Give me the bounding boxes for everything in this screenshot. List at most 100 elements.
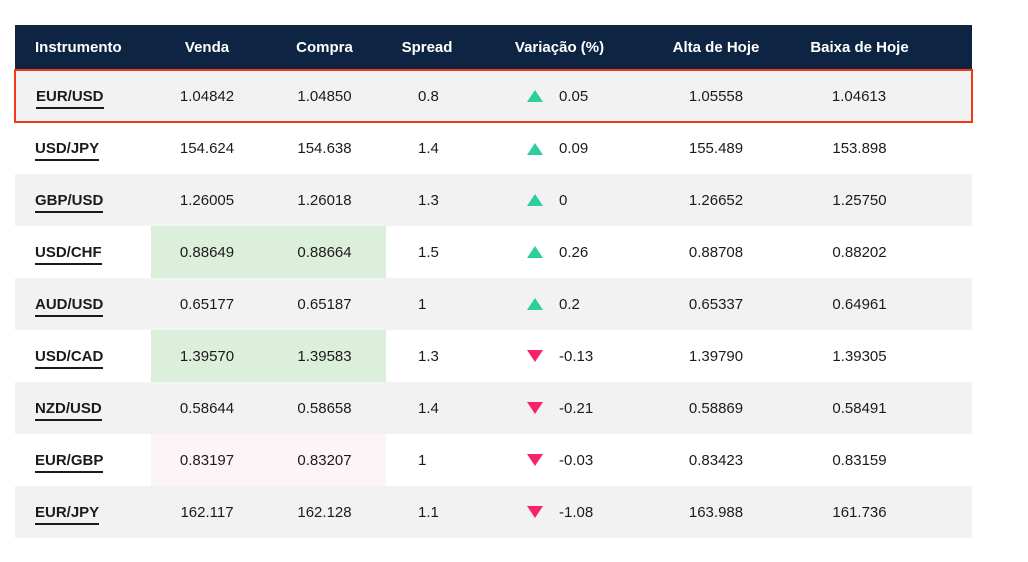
instrument-link[interactable]: EUR/JPY: [35, 503, 100, 525]
column-header-baixa-de-hoje: Baixa de Hoje: [781, 25, 972, 70]
venda-cell: 162.117: [180, 503, 234, 521]
change-indicator: 0.09: [527, 140, 651, 157]
variacao-cell: 0.09: [468, 122, 651, 174]
alta-cell: 0.65337: [688, 295, 744, 313]
column-header-compra: Compra: [263, 25, 386, 70]
quotes-table-body: EUR/USD 1.04842 1.04850 0.8 0.05 1.05558 1.046…: [14, 69, 973, 538]
up-triangle-icon: [527, 194, 543, 206]
variacao-value: 0.05: [559, 87, 589, 105]
baixa-cell: 161.736: [832, 503, 887, 521]
venda-cell: 0.88649: [151, 226, 263, 278]
table-row[interactable]: EUR/JPY 162.117 162.128 1.1 -1.08 163.988 161.…: [15, 486, 972, 538]
baixa-cell: 0.83159: [832, 451, 887, 469]
instrument-cell: EUR/GBP: [15, 434, 151, 486]
variacao-value: -0.13: [559, 347, 594, 365]
quotes-table: Instrumento Venda Compra Spread Variação…: [14, 25, 973, 538]
spread-cell: 1.3: [418, 191, 439, 209]
spread-cell: 1.4: [418, 399, 439, 417]
venda-cell: 0.83197: [151, 434, 263, 486]
up-triangle-icon: [527, 298, 543, 310]
venda-cell: 1.26005: [179, 191, 235, 209]
change-indicator: -1.08: [527, 504, 651, 521]
compra-cell: 162.128: [297, 503, 352, 521]
compra-cell: 0.83207: [263, 434, 386, 486]
venda-cell: 1.39570: [151, 330, 263, 382]
baixa-cell: 0.88202: [832, 243, 887, 261]
spread-cell: 1: [418, 295, 427, 313]
alta-cell: 163.988: [688, 503, 744, 521]
spread-cell: 1.5: [418, 243, 439, 261]
alta-cell: 1.26652: [688, 191, 744, 209]
instrument-link[interactable]: EUR/GBP: [35, 451, 104, 473]
compra-cell: 1.39583: [263, 330, 386, 382]
table-row[interactable]: NZD/USD 0.58644 0.58658 1.4 -0.21 0.58869 0.58…: [15, 382, 972, 434]
instrument-link[interactable]: EUR/USD: [36, 87, 104, 109]
down-triangle-icon: [527, 402, 543, 414]
baixa-cell: 1.39305: [832, 347, 887, 365]
compra-cell: 0.88664: [263, 226, 386, 278]
baixa-cell: 1.04613: [781, 69, 973, 123]
baixa-cell: 0.58491: [832, 399, 887, 417]
variacao-cell: 0: [468, 174, 651, 226]
alta-cell: 0.83423: [688, 451, 744, 469]
alta-cell: 1.05558: [651, 69, 781, 123]
table-row[interactable]: AUD/USD 0.65177 0.65187 1 0.2 0.65337 0.64961: [15, 278, 972, 330]
variacao-cell: -0.21: [468, 382, 651, 434]
variacao-value: -1.08: [559, 503, 594, 521]
instrument-link[interactable]: AUD/USD: [35, 295, 104, 317]
venda-cell: 1.04842: [151, 69, 263, 123]
up-triangle-icon: [527, 246, 543, 258]
table-row[interactable]: USD/CAD 1.39570 1.39583 1.3 -0.13 1.39790 1.39…: [15, 330, 972, 382]
column-header-venda: Venda: [151, 25, 263, 70]
up-triangle-icon: [527, 90, 543, 102]
change-indicator: 0.05: [527, 88, 651, 105]
instrument-link[interactable]: USD/CHF: [35, 243, 102, 265]
instrument-cell: GBP/USD: [15, 174, 151, 226]
variacao-value: 0.26: [559, 243, 589, 261]
instrument-cell: NZD/USD: [15, 382, 151, 434]
instrument-cell: EUR/JPY: [15, 486, 151, 538]
compra-cell: 1.04850: [263, 69, 386, 123]
venda-cell: 0.65177: [179, 295, 235, 313]
instrument-link[interactable]: USD/CAD: [35, 347, 104, 369]
variacao-cell: -0.13: [468, 330, 651, 382]
instrument-cell: AUD/USD: [15, 278, 151, 330]
instrument-link[interactable]: NZD/USD: [35, 399, 102, 421]
instrument-cell: USD/CAD: [15, 330, 151, 382]
instrument-cell: USD/JPY: [15, 122, 151, 174]
table-row[interactable]: EUR/USD 1.04842 1.04850 0.8 0.05 1.05558 1.046…: [14, 69, 973, 123]
table-row[interactable]: USD/CHF 0.88649 0.88664 1.5 0.26 0.88708 0.882…: [15, 226, 972, 278]
spread-cell: 0.8: [386, 69, 468, 123]
variacao-value: 0: [559, 191, 568, 209]
alta-cell: 0.58869: [688, 399, 744, 417]
compra-cell: 154.638: [297, 140, 352, 157]
change-indicator: 0.26: [527, 244, 651, 261]
instrument-cell: USD/CHF: [15, 226, 151, 278]
variacao-cell: 0.05: [468, 69, 651, 123]
compra-cell: 1.26018: [297, 191, 352, 209]
down-triangle-icon: [527, 350, 543, 362]
up-triangle-icon: [527, 142, 543, 155]
alta-cell: 1.39790: [688, 347, 744, 365]
change-indicator: -0.03: [527, 452, 651, 469]
table-row[interactable]: GBP/USD 1.26005 1.26018 1.3 0 1.26652 1.25750: [15, 174, 972, 226]
alta-cell: 155.489: [688, 140, 744, 157]
variacao-cell: 0.26: [468, 226, 651, 278]
table-row[interactable]: USD/JPY 154.624 154.638 1.4 0.09 155.489 153.8…: [15, 122, 972, 174]
instrument-link[interactable]: USD/JPY: [35, 140, 100, 161]
variacao-cell: -1.08: [468, 486, 651, 538]
spread-cell: 1.3: [418, 347, 439, 365]
variacao-value: -0.21: [559, 399, 594, 417]
change-indicator: 0.2: [527, 296, 651, 313]
spread-cell: 1.4: [418, 140, 439, 157]
table-row[interactable]: EUR/GBP 0.83197 0.83207 1 -0.03 0.83423 0.8315…: [15, 434, 972, 486]
forex-quotes-widget: Instrumento Venda Compra Spread Variação…: [14, 25, 973, 538]
instrument-link[interactable]: GBP/USD: [35, 191, 104, 213]
variacao-cell: 0.2: [468, 278, 651, 330]
compra-cell: 0.58658: [297, 399, 352, 417]
venda-cell: 154.624: [179, 140, 235, 157]
down-triangle-icon: [527, 506, 543, 518]
baixa-cell: 153.898: [832, 140, 887, 157]
baixa-cell: 1.25750: [832, 191, 887, 209]
variacao-value: 0.09: [559, 140, 589, 157]
